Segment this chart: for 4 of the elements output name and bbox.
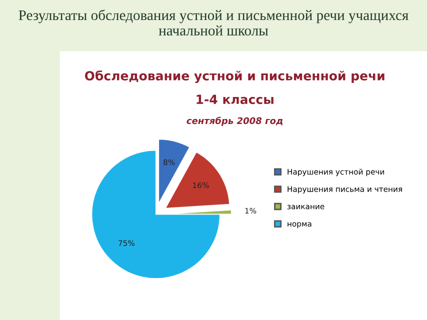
chart-subtitle: 1-4 классы bbox=[196, 94, 274, 104]
text: сентябрь 2008 год bbox=[186, 116, 283, 126]
text: Результаты обследования устной и письменной речи учащихся начальной школы bbox=[18, 10, 408, 36]
chart-title: Обследование устной и письменной речи bbox=[84, 70, 384, 84]
